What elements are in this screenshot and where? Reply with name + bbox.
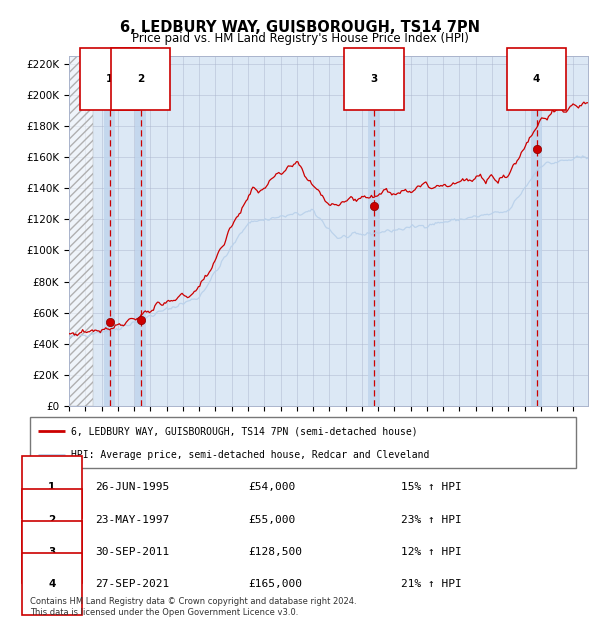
- Text: £54,000: £54,000: [248, 482, 296, 492]
- Text: 3: 3: [48, 547, 55, 557]
- Text: 6, LEDBURY WAY, GUISBOROUGH, TS14 7PN: 6, LEDBURY WAY, GUISBOROUGH, TS14 7PN: [120, 20, 480, 35]
- Bar: [135, 56, 146, 406]
- Text: 27-SEP-2021: 27-SEP-2021: [95, 579, 170, 589]
- Text: £55,000: £55,000: [248, 515, 296, 525]
- Text: Contains HM Land Registry data © Crown copyright and database right 2024.
This d: Contains HM Land Registry data © Crown c…: [30, 598, 356, 617]
- Text: 15% ↑ HPI: 15% ↑ HPI: [401, 482, 462, 492]
- Text: 1: 1: [106, 74, 113, 84]
- Text: 21% ↑ HPI: 21% ↑ HPI: [401, 579, 462, 589]
- Text: 4: 4: [48, 579, 56, 589]
- Bar: [69, 56, 94, 406]
- Text: 2: 2: [137, 74, 144, 84]
- Text: 30-SEP-2011: 30-SEP-2011: [95, 547, 170, 557]
- FancyBboxPatch shape: [30, 417, 576, 468]
- Text: £128,500: £128,500: [248, 547, 302, 557]
- Text: 23-MAY-1997: 23-MAY-1997: [95, 515, 170, 525]
- Text: Price paid vs. HM Land Registry's House Price Index (HPI): Price paid vs. HM Land Registry's House …: [131, 32, 469, 45]
- Text: 6, LEDBURY WAY, GUISBOROUGH, TS14 7PN (semi-detached house): 6, LEDBURY WAY, GUISBOROUGH, TS14 7PN (s…: [71, 427, 418, 436]
- Text: 12% ↑ HPI: 12% ↑ HPI: [401, 547, 462, 557]
- Text: 23% ↑ HPI: 23% ↑ HPI: [401, 515, 462, 525]
- Text: 1: 1: [48, 482, 55, 492]
- Bar: [368, 56, 380, 406]
- Text: 26-JUN-1995: 26-JUN-1995: [95, 482, 170, 492]
- Text: 3: 3: [370, 74, 377, 84]
- Text: 4: 4: [533, 74, 540, 84]
- Text: £165,000: £165,000: [248, 579, 302, 589]
- Bar: [104, 56, 115, 406]
- Bar: [531, 56, 542, 406]
- Text: 2: 2: [48, 515, 55, 525]
- Text: HPI: Average price, semi-detached house, Redcar and Cleveland: HPI: Average price, semi-detached house,…: [71, 450, 430, 460]
- Bar: [69, 56, 94, 406]
